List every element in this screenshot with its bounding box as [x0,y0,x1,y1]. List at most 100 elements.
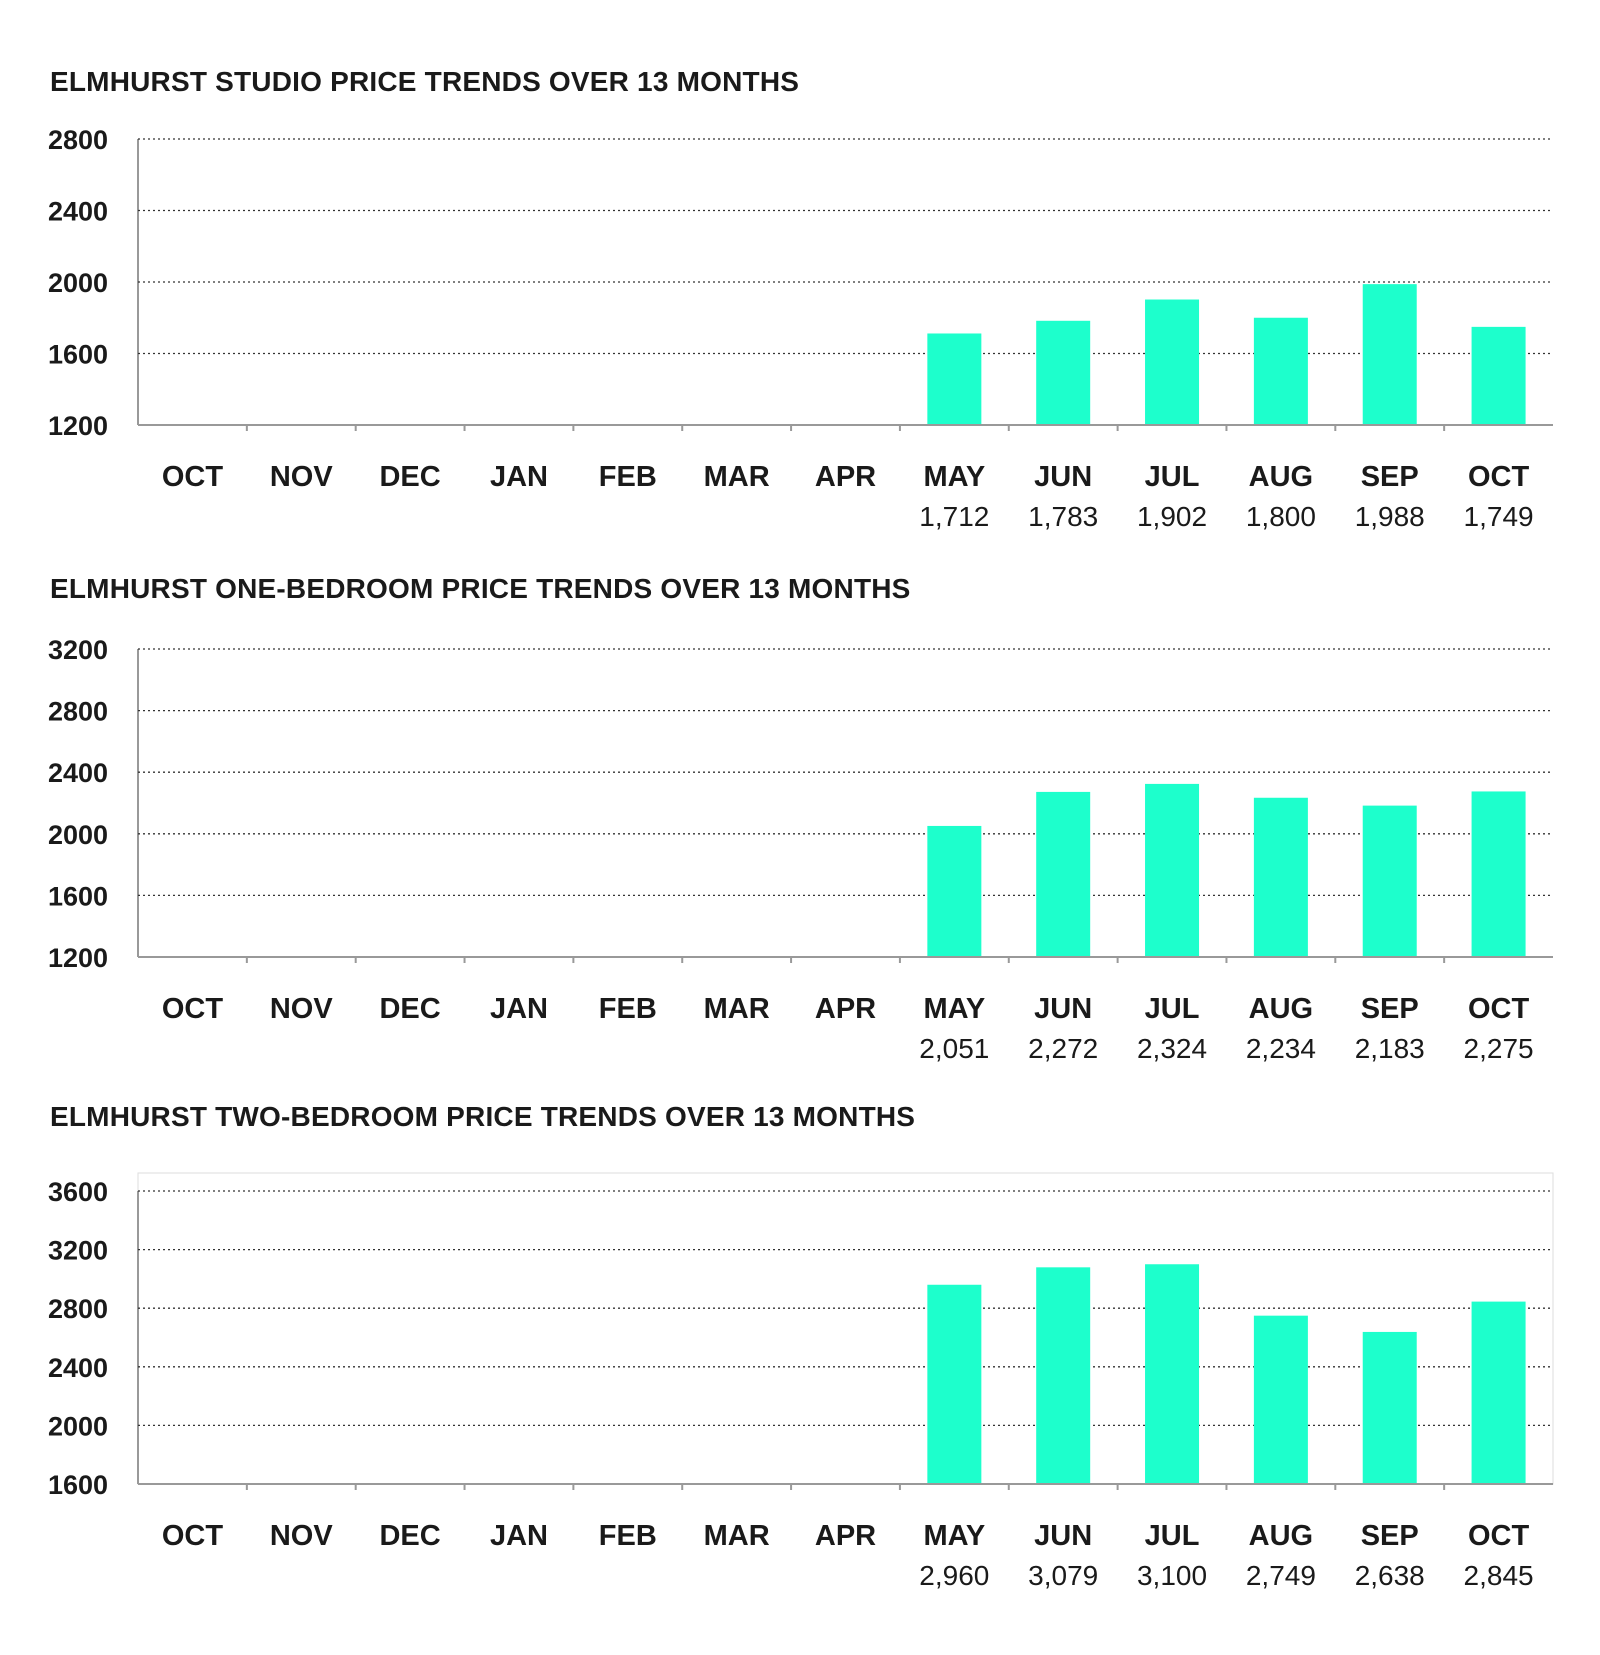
data-value-label: 2,960 [919,1560,989,1591]
y-tick-label: 2800 [48,1294,108,1324]
x-category-label: FEB [599,993,657,1025]
x-category-label: DEC [379,1520,440,1552]
bar-aug [1253,797,1308,957]
x-category-label: AUG [1249,1520,1313,1552]
bar-jul [1145,783,1200,957]
x-category-label: MAY [923,461,985,493]
bar-aug [1253,317,1308,425]
x-category-label: MAR [704,1520,770,1552]
bar-oct [1471,326,1526,425]
x-category-label: MAR [704,993,770,1025]
x-category-label: MAY [923,993,985,1025]
x-category-label: SEP [1361,1520,1419,1552]
x-category-label: OCT [162,993,224,1025]
data-value-label: 3,100 [1137,1560,1207,1591]
data-value-label: 2,183 [1355,1033,1425,1064]
data-value-label: 2,234 [1246,1033,1316,1064]
data-value-label: 2,324 [1137,1033,1207,1064]
y-tick-label: 3200 [48,635,108,665]
bar-oct [1471,1301,1526,1484]
x-category-label: APR [815,461,876,493]
x-category-label: DEC [379,461,440,493]
x-category-label: APR [815,993,876,1025]
y-tick-label: 2400 [48,197,108,227]
y-tick-label: 1600 [48,881,108,911]
bar-jul [1145,299,1200,425]
x-category-label: JAN [490,461,548,493]
data-value-label: 1,902 [1137,501,1207,532]
x-category-label: NOV [270,993,334,1025]
x-category-label: JUL [1145,993,1200,1025]
x-category-label: FEB [599,1520,657,1552]
x-category-label: JUN [1034,461,1092,493]
x-category-label: JUL [1145,461,1200,493]
x-category-label: MAY [923,1520,985,1552]
bar-jun [1036,320,1091,425]
y-tick-label: 1600 [48,340,108,370]
bar-jun [1036,791,1091,957]
one-bedroom-bar-plot: 1200 1600 2000 2400 2800 3200 OCT NOV DEC JAN FEB M… [48,635,1553,1064]
y-tick-label: 2000 [48,820,108,850]
x-category-label: JAN [490,1520,548,1552]
x-category-label: MAR [704,461,770,493]
bar-sep [1362,805,1417,957]
x-category-label: OCT [1468,461,1530,493]
studio-bar-plot: 1200 1600 2000 2400 2800 OCT NOV DEC JAN FEB MAR AP… [48,125,1553,532]
y-tick-label: 2000 [48,1411,108,1441]
bar-aug [1253,1315,1308,1484]
x-category-label: JAN [490,993,548,1025]
y-tick-label: 2000 [48,268,108,298]
bar-sep [1362,284,1417,425]
x-category-label: OCT [162,461,224,493]
bar-sep [1362,1331,1417,1484]
data-value-label: 2,638 [1355,1560,1425,1591]
data-value-label: 2,051 [919,1033,989,1064]
y-tick-label: 3600 [48,1177,108,1207]
x-category-label: AUG [1249,993,1313,1025]
x-category-label: OCT [1468,1520,1530,1552]
chart-title: ELMHURST ONE-BEDROOM PRICE TRENDS OVER 1… [50,573,911,604]
data-value-label: 1,783 [1028,501,1098,532]
y-tick-label: 2800 [48,697,108,727]
bar-jun [1036,1267,1091,1484]
x-category-label: OCT [1468,993,1530,1025]
data-value-label: 1,988 [1355,501,1425,532]
y-tick-label: 2400 [48,1353,108,1383]
y-tick-label: 1600 [48,1470,108,1500]
y-tick-label: 2400 [48,758,108,788]
data-value-label: 1,749 [1464,501,1534,532]
data-value-label: 3,079 [1028,1560,1098,1591]
data-value-label: 1,712 [919,501,989,532]
y-tick-label: 1200 [48,411,108,441]
x-category-label: NOV [270,1520,334,1552]
x-category-label: SEP [1361,993,1419,1025]
two-bedroom-price-chart: ELMHURST TWO-BEDROOM PRICE TRENDS OVER 1… [0,1101,1600,1601]
x-category-label: NOV [270,461,334,493]
bar-oct [1471,791,1526,957]
x-category-label: SEP [1361,461,1419,493]
data-value-label: 2,749 [1246,1560,1316,1591]
data-value-label: 2,845 [1464,1560,1534,1591]
data-value-label: 1,800 [1246,501,1316,532]
chart-title: ELMHURST TWO-BEDROOM PRICE TRENDS OVER 1… [50,1101,916,1132]
x-category-label: FEB [599,461,657,493]
x-category-label: APR [815,1520,876,1552]
x-category-label: AUG [1249,461,1313,493]
chart-title: ELMHURST STUDIO PRICE TRENDS OVER 13 MON… [50,66,800,97]
y-tick-label: 2800 [48,125,108,155]
bar-may [927,333,982,425]
bar-may [927,825,982,957]
data-value-label: 2,275 [1464,1033,1534,1064]
x-category-label: JUL [1145,1520,1200,1552]
bar-jul [1145,1264,1200,1484]
one-bedroom-price-chart: ELMHURST ONE-BEDROOM PRICE TRENDS OVER 1… [0,573,1600,1064]
x-category-label: JUN [1034,993,1092,1025]
x-category-label: JUN [1034,1520,1092,1552]
bar-may [927,1284,982,1484]
x-category-label: DEC [379,993,440,1025]
two-bedroom-bar-plot: 1600 2000 2400 2800 3200 3600 OCT NOV DEC JAN FEB M… [48,1172,1554,1591]
x-category-label: OCT [162,1520,224,1552]
y-tick-label: 3200 [48,1236,108,1266]
data-value-label: 2,272 [1028,1033,1098,1064]
y-tick-label: 1200 [48,943,108,973]
